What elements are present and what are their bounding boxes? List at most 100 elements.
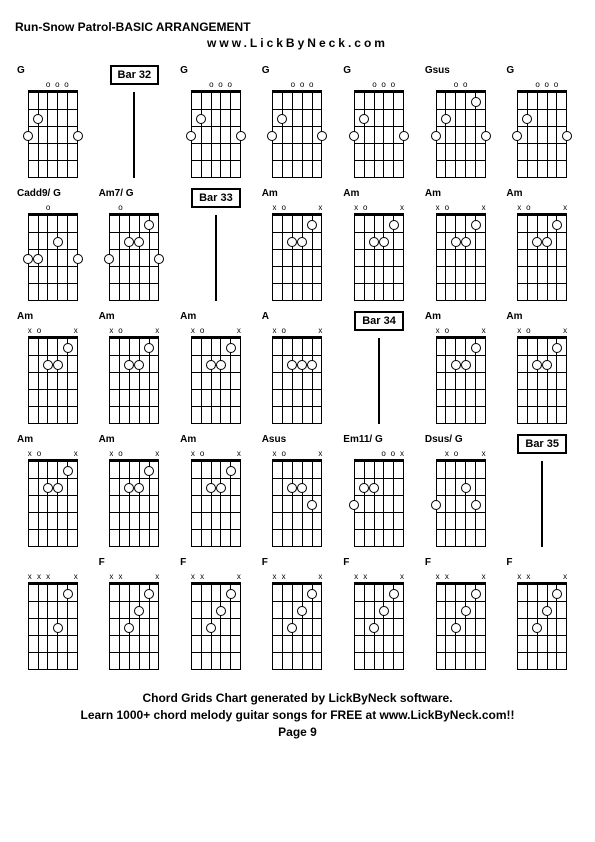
bar-marker: Bar 33: [178, 188, 254, 301]
finger-dot: [532, 237, 542, 247]
finger-dot: [287, 623, 297, 633]
chord-cell: Cadd9/ Go: [15, 188, 91, 301]
chord-cell: Gooo: [15, 65, 91, 178]
chord-label: [13, 557, 93, 569]
finger-dot: [134, 360, 144, 370]
chord-cell: Asusxox: [260, 434, 336, 547]
chord-cell: Dsus/ Gxox: [423, 434, 499, 547]
finger-dot: [134, 606, 144, 616]
chord-cell: Gooo: [178, 65, 254, 178]
finger-dot: [287, 360, 297, 370]
chord-label: Am: [502, 311, 582, 323]
fretboard: [109, 585, 159, 670]
chord-label: Gsus: [421, 65, 501, 77]
chord-label: Am: [258, 188, 338, 200]
chord-label: F: [95, 557, 175, 569]
string-markers: xox: [268, 326, 326, 336]
chord-diagram: ooo: [24, 80, 82, 178]
chord-diagram: xox: [268, 203, 326, 301]
finger-dot: [532, 360, 542, 370]
finger-dot: [379, 237, 389, 247]
finger-dot: [63, 466, 73, 476]
finger-dot: [186, 131, 196, 141]
finger-dot: [216, 483, 226, 493]
finger-dot: [33, 114, 43, 124]
chord-label: A: [258, 311, 338, 323]
bar-line: [215, 215, 217, 301]
finger-dot: [542, 360, 552, 370]
finger-dot: [236, 131, 246, 141]
finger-dot: [23, 131, 33, 141]
finger-dot: [124, 623, 134, 633]
finger-dot: [104, 254, 114, 264]
chord-label: G: [13, 65, 93, 77]
chord-cell: Amxox: [423, 311, 499, 424]
finger-dot: [297, 606, 307, 616]
string-markers: xxx: [268, 572, 326, 582]
bar-label: Bar 34: [354, 311, 404, 331]
finger-dot: [441, 114, 451, 124]
finger-dot: [154, 254, 164, 264]
finger-dot: [124, 237, 134, 247]
finger-dot: [317, 131, 327, 141]
chord-label: Cadd9/ G: [13, 188, 93, 200]
finger-dot: [277, 114, 287, 124]
string-markers: xox: [105, 449, 163, 459]
fretboard: [191, 93, 241, 178]
finger-dot: [144, 343, 154, 353]
finger-dot: [226, 589, 236, 599]
finger-dot: [461, 360, 471, 370]
finger-dot: [134, 483, 144, 493]
string-markers: xxx: [513, 572, 571, 582]
finger-dot: [124, 360, 134, 370]
finger-dot: [134, 237, 144, 247]
finger-dot: [399, 131, 409, 141]
chord-diagram: xox: [513, 326, 571, 424]
chord-diagram: oo: [432, 80, 490, 178]
chord-cell: Fxxx: [260, 557, 336, 670]
bar-line: [541, 461, 543, 547]
chord-diagram: xox: [432, 326, 490, 424]
chord-cell: Am xox: [504, 311, 580, 424]
chord-label: Em11/ G: [339, 434, 419, 446]
string-markers: ooo: [513, 80, 571, 90]
finger-dot: [144, 589, 154, 599]
chord-cell: Am xox: [260, 188, 336, 301]
chord-diagram: oox: [350, 449, 408, 547]
chord-label: Am7/ G: [95, 188, 175, 200]
chord-label: Am: [176, 434, 256, 446]
chord-label: Am: [13, 311, 93, 323]
finger-dot: [451, 360, 461, 370]
chord-cell: Amxox: [15, 434, 91, 547]
chord-cell: Fxxx: [97, 557, 173, 670]
finger-dot: [349, 131, 359, 141]
finger-dot: [307, 360, 317, 370]
finger-dot: [369, 623, 379, 633]
chord-label: G: [339, 65, 419, 77]
string-markers: xxxx: [24, 572, 82, 582]
chord-label: F: [176, 557, 256, 569]
bar-line: [133, 92, 135, 178]
finger-dot: [451, 237, 461, 247]
finger-dot: [226, 343, 236, 353]
finger-dot: [63, 343, 73, 353]
chord-label: F: [502, 557, 582, 569]
chord-cell: Amxox: [15, 311, 91, 424]
finger-dot: [461, 606, 471, 616]
chord-diagram: ooo: [513, 80, 571, 178]
finger-dot: [43, 483, 53, 493]
finger-dot: [53, 623, 63, 633]
chord-diagram: xxx: [350, 572, 408, 670]
chord-label: Am: [95, 311, 175, 323]
finger-dot: [369, 237, 379, 247]
bar-marker: Bar 34: [341, 311, 417, 424]
string-markers: xox: [432, 203, 490, 213]
string-markers: oo: [432, 80, 490, 90]
finger-dot: [63, 589, 73, 599]
finger-dot: [73, 131, 83, 141]
fretboard: [28, 339, 78, 424]
fretboard: [272, 339, 322, 424]
finger-dot: [471, 500, 481, 510]
chord-diagram: xxxx: [24, 572, 82, 670]
chord-diagram: xox: [105, 326, 163, 424]
